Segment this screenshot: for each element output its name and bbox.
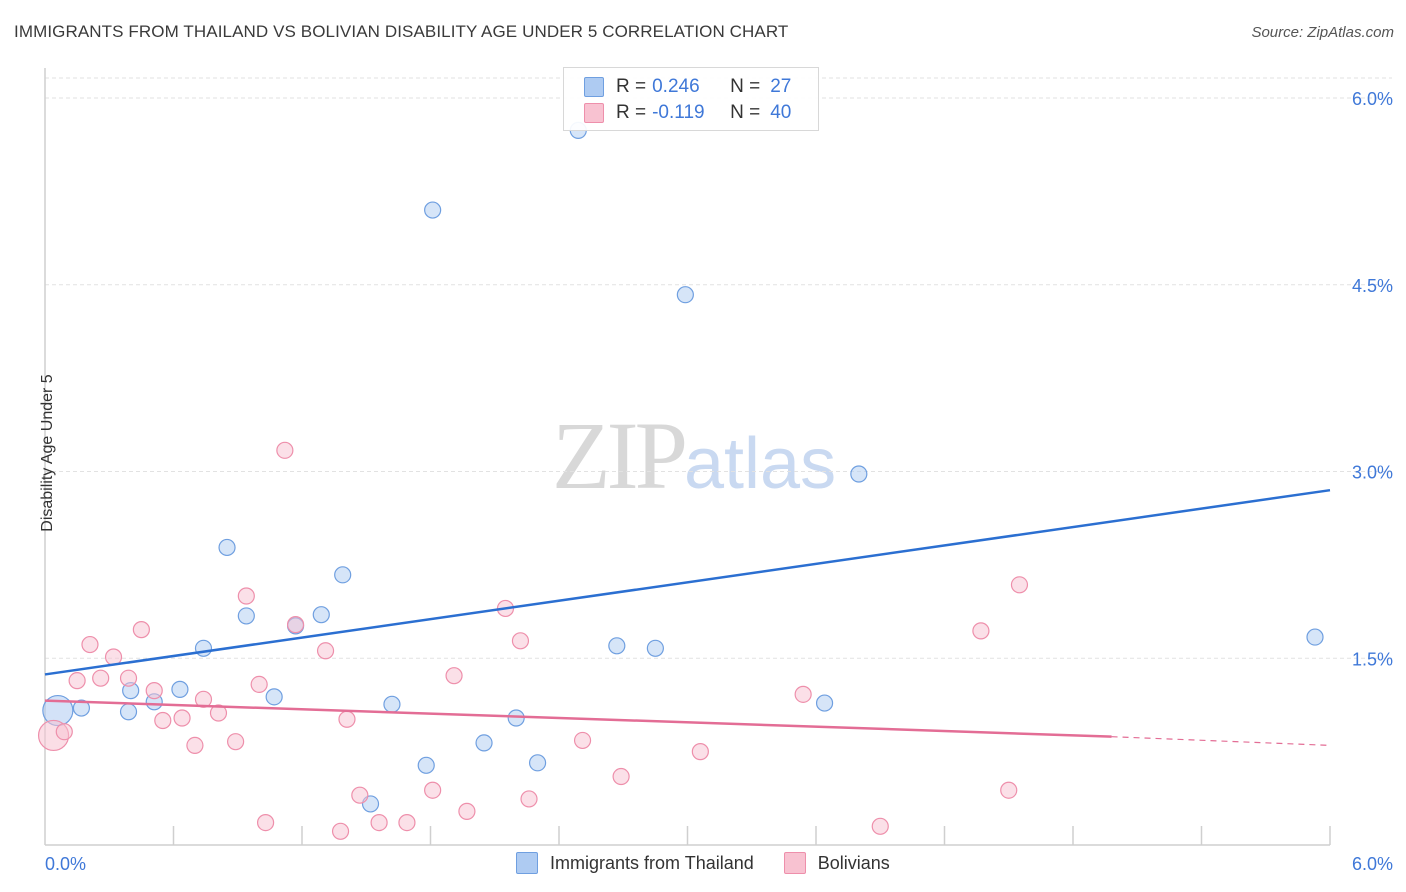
legend-row-thailand: R = 0.246 N = 27: [584, 75, 791, 99]
y-tick-label: 6.0%: [1352, 89, 1393, 109]
bolivian-point: [132, 621, 150, 639]
legend-r-label: R =: [616, 102, 647, 123]
legend-swatch-blue: [516, 852, 538, 874]
watermark: ZIPatlas: [552, 400, 836, 511]
bolivian-point: [209, 704, 228, 722]
bolivian-point: [1000, 781, 1018, 799]
legend-label: Immigrants from Thailand: [550, 852, 754, 873]
thailand-point: [424, 201, 442, 219]
bolivian-trend-extension: [1111, 736, 1331, 746]
thailand-point: [312, 606, 330, 624]
bolivian-point: [370, 813, 388, 832]
thailand-point: [334, 566, 352, 584]
x-tick-label: 6.0%: [1352, 854, 1393, 874]
bolivian-point: [316, 642, 335, 660]
thailand-point: [383, 695, 401, 713]
thailand-trend-line: [44, 488, 1331, 676]
thailand-point: [1306, 628, 1324, 646]
bolivian-point: [81, 635, 99, 654]
bolivian-point: [237, 587, 255, 605]
legend-swatch-pink: [584, 103, 604, 123]
bolivian-trend-line: [44, 699, 1112, 738]
bolivian-point: [458, 802, 476, 820]
bolivian-point: [331, 822, 350, 840]
bolivian-point: [145, 682, 163, 700]
bolivian-point: [250, 675, 268, 693]
bolivian-point: [186, 736, 204, 755]
thailand-point: [119, 703, 138, 721]
bolivian-point: [972, 622, 990, 640]
legend-r-value: -0.119: [652, 102, 705, 123]
thailand-point: [507, 709, 525, 727]
bolivian-point: [119, 669, 138, 687]
legend-swatch-blue: [584, 77, 604, 97]
bolivian-point: [351, 786, 369, 804]
thailand-point: [265, 688, 283, 706]
legend-r-value: 0.246: [652, 76, 700, 97]
watermark-atlas: atlas: [684, 424, 837, 504]
thailand-point: [237, 607, 255, 625]
legend-n-value: 40: [770, 102, 792, 123]
bolivian-point: [227, 733, 245, 751]
legend-r-label: R =: [616, 76, 647, 97]
bolivian-point: [871, 817, 889, 835]
legend-n-label: N =: [730, 76, 761, 97]
y-tick-label: 3.0%: [1352, 463, 1393, 483]
series-legend: Immigrants from Thailand Bolivians: [516, 852, 920, 874]
bolivian-point: [154, 711, 172, 730]
watermark-zip: ZIP: [552, 402, 688, 509]
y-tick-label: 4.5%: [1352, 276, 1393, 296]
bolivian-point: [520, 790, 538, 808]
legend-label: Bolivians: [817, 852, 890, 873]
thailand-point: [676, 286, 694, 304]
correlation-legend: R = 0.246 N = 27 R = -0.119 N = 40: [563, 67, 819, 131]
thailand-point: [850, 465, 868, 483]
bolivian-point: [612, 767, 630, 786]
bolivian-point: [445, 667, 463, 685]
thailand-point: [417, 756, 435, 774]
thailand-point: [218, 538, 236, 557]
bolivian-point: [1010, 576, 1029, 594]
bolivian-point: [338, 710, 356, 728]
legend-n-label: N =: [730, 102, 761, 123]
bolivian-point: [55, 723, 73, 741]
legend-swatch-pink: [783, 852, 806, 874]
y-tick-label: 1.5%: [1352, 649, 1393, 669]
chart-title: IMMIGRANTS FROM THAILAND VS BOLIVIAN DIS…: [14, 22, 789, 41]
y-axis-label: Disability Age Under 5: [39, 374, 56, 532]
thailand-point: [194, 639, 213, 657]
thailand-point: [171, 680, 189, 698]
legend-row-bolivians: R = -0.119 N = 40: [584, 101, 791, 125]
legend-item-thailand[interactable]: Immigrants from Thailand: [516, 852, 754, 874]
bolivian-point: [573, 731, 592, 750]
bolivian-point: [424, 781, 442, 799]
bolivian-point: [691, 743, 709, 761]
bolivian-point: [92, 669, 110, 687]
bolivian-point: [173, 709, 191, 727]
bolivian-point: [256, 813, 275, 832]
thailand-point: [475, 734, 493, 752]
bolivian-point: [511, 632, 530, 650]
legend-n-value: 27: [770, 76, 792, 97]
thailand-point: [815, 694, 834, 712]
bolivian-point: [68, 672, 86, 690]
legend-item-bolivians[interactable]: Bolivians: [783, 852, 890, 874]
thailand-point: [608, 637, 626, 655]
source-label: Source: ZipAtlas.com: [1251, 24, 1394, 41]
x-tick-label: 0.0%: [45, 854, 86, 874]
thailand-point: [646, 639, 664, 657]
bolivian-point: [194, 690, 213, 708]
thailand-point: [72, 699, 91, 717]
bolivian-point: [276, 441, 294, 459]
thailand-point: [528, 754, 547, 772]
bolivian-point: [794, 685, 812, 703]
bolivian-point: [398, 813, 416, 832]
bolivian-point: [286, 616, 305, 634]
